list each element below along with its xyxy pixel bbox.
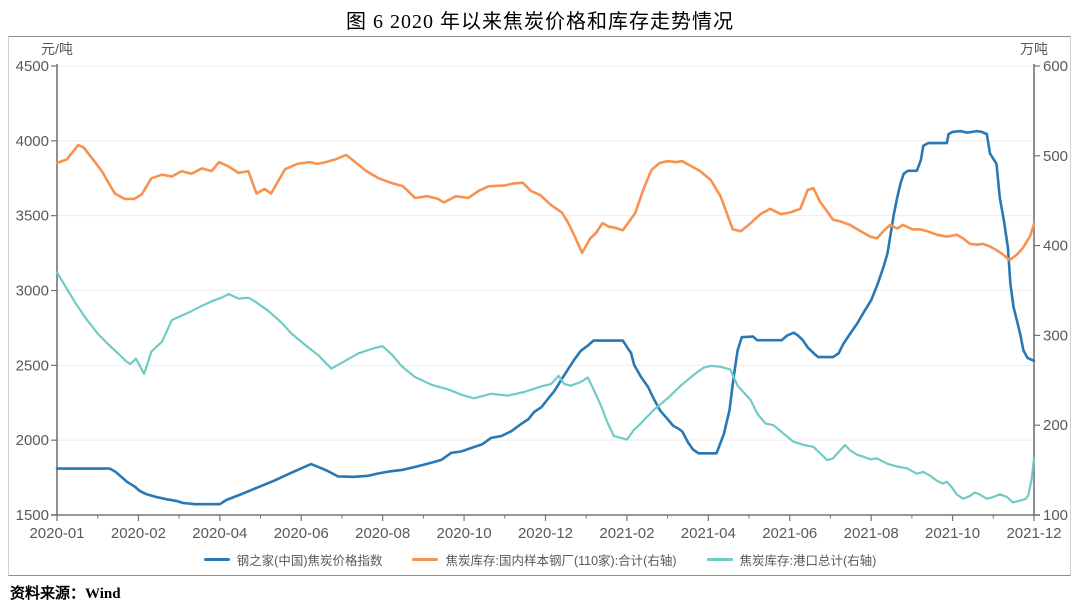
right-axis-tick-label: 500	[1043, 148, 1068, 165]
series-line-right	[55, 271, 1036, 504]
series-line-left	[55, 129, 1036, 506]
source-note: 资料来源：Wind	[10, 586, 121, 602]
x-axis-tick-label: 2021-04	[681, 525, 736, 542]
x-axis-tick-label: 2020-10	[437, 525, 492, 542]
right-axis-tick-label: 400	[1043, 238, 1068, 255]
x-axis-tick-label: 2020-06	[274, 525, 329, 542]
x-axis-tick-label: 2020-01	[29, 525, 84, 542]
left-axis-tick-label: 4500	[16, 58, 49, 75]
right-axis-tick-label: 600	[1043, 58, 1068, 75]
left-axis-tick-label: 3500	[16, 208, 49, 225]
chart-container	[8, 36, 1071, 576]
left-axis-tick-label: 2500	[16, 357, 49, 374]
right-axis-unit: 万吨	[1020, 41, 1048, 57]
legend-label: 焦炭库存:国内样本钢厂(110家):合计(右轴)	[445, 554, 677, 568]
series-line-right	[55, 143, 1036, 262]
left-axis-tick-label: 2000	[16, 432, 49, 449]
right-axis-tick-label: 200	[1043, 417, 1068, 434]
x-axis-tick-label: 2021-02	[599, 525, 654, 542]
x-axis-tick-label: 2021-06	[762, 525, 817, 542]
left-axis-tick-label: 4000	[16, 133, 49, 150]
figure-title: 图 6 2020 年以来焦炭价格和库存走势情况	[346, 11, 734, 33]
left-axis-tick-label: 3000	[16, 283, 49, 300]
right-axis-tick-label: 100	[1043, 507, 1068, 524]
x-axis-tick-label: 2020-02	[111, 525, 166, 542]
x-axis-tick-label: 2021-08	[844, 525, 899, 542]
x-axis-tick-label: 2020-08	[355, 525, 410, 542]
x-axis-tick-label: 2021-12	[1006, 525, 1061, 542]
legend-label: 钢之家(中国)焦炭价格指数	[236, 554, 383, 568]
legend-line-marker	[706, 558, 733, 561]
legend-label: 焦炭库存:港口总计(右轴)	[739, 554, 877, 568]
x-axis-tick-label: 2021-10	[925, 525, 980, 542]
legend-item: 焦炭库存:国内样本钢厂(110家):合计(右轴)	[412, 550, 677, 569]
legend-line-marker	[412, 558, 439, 561]
legend-item: 焦炭库存:港口总计(右轴)	[706, 550, 877, 569]
x-axis-tick-label: 2020-04	[192, 525, 247, 542]
chart-legend: 钢之家(中国)焦炭价格指数 焦炭库存:国内样本钢厂(110家):合计(右轴) 焦炭库…	[0, 550, 1080, 569]
left-axis-tick-label: 1500	[16, 507, 49, 524]
right-axis-tick-label: 300	[1043, 327, 1068, 344]
left-axis-unit: 元/吨	[41, 41, 73, 57]
legend-item: 钢之家(中国)焦炭价格指数	[203, 550, 383, 569]
x-axis-tick-label: 2020-12	[518, 525, 573, 542]
legend-line-marker	[203, 558, 230, 561]
